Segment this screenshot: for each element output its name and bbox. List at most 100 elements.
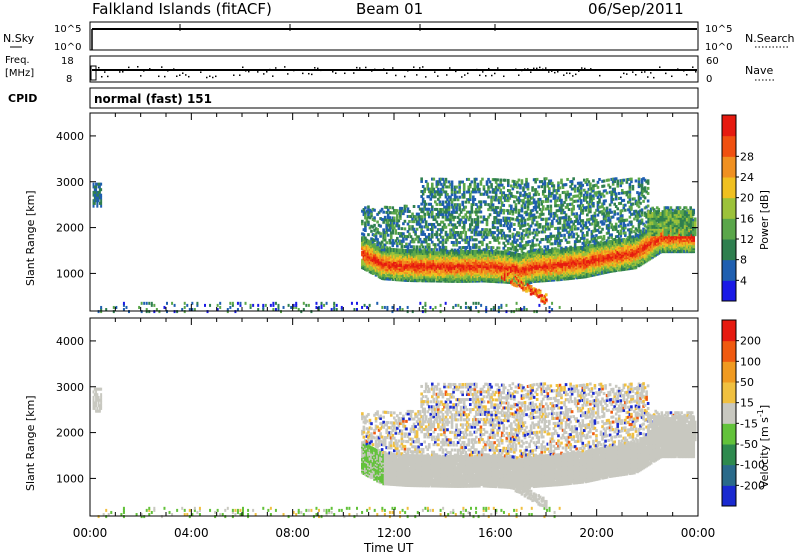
echo-cell	[435, 306, 437, 309]
nave-point	[566, 72, 568, 74]
echo-cell	[464, 231, 467, 234]
echo-cell	[413, 205, 416, 208]
echo-cell	[466, 236, 469, 239]
echo-cell	[113, 306, 115, 309]
echo-cell	[545, 293, 548, 296]
nave-point	[104, 71, 106, 73]
nave-point	[182, 72, 184, 74]
echo-cell	[540, 185, 543, 188]
echo-cell	[523, 306, 525, 309]
echo-cell	[563, 234, 566, 237]
echo-cell	[384, 306, 386, 309]
nave-point	[578, 70, 580, 72]
nave-point	[455, 71, 457, 73]
echo-cell	[502, 204, 505, 207]
echo-cell	[100, 202, 102, 205]
echo-cell	[539, 291, 542, 294]
echo-cell	[502, 232, 505, 235]
echo-cell	[527, 235, 530, 238]
echo-cell	[575, 212, 578, 215]
echo-cell	[521, 232, 524, 235]
echo-cell	[376, 302, 378, 305]
echo-cell	[483, 185, 486, 188]
echo-cell	[323, 304, 325, 307]
echo-cell	[315, 306, 317, 309]
nave-point	[461, 76, 463, 78]
echo-cell	[475, 243, 478, 246]
echo-cell	[426, 183, 429, 186]
echo-cell	[94, 202, 96, 205]
nave-point	[383, 68, 385, 70]
echo-cell	[504, 244, 507, 247]
echo-cell	[515, 196, 518, 199]
echo-cell	[196, 302, 198, 305]
echo-cell	[433, 178, 436, 181]
echo-cell	[589, 205, 592, 208]
echo-cell	[509, 235, 512, 238]
echo-cell	[166, 302, 168, 305]
nave-point	[572, 75, 574, 77]
echo-cell	[550, 200, 553, 203]
echo-cell	[100, 188, 102, 191]
echo-cell	[597, 214, 600, 217]
echo-cell	[229, 306, 231, 309]
nave-point	[215, 76, 217, 78]
echo-cell	[516, 191, 519, 194]
echo-cell	[530, 285, 533, 288]
nave-point	[284, 66, 286, 68]
echo-cell	[333, 302, 335, 305]
echo-cell	[507, 179, 510, 182]
echo-cell	[502, 186, 505, 189]
echo-cell	[571, 225, 574, 228]
echo-cell	[475, 178, 478, 181]
nave-point	[422, 66, 424, 68]
nave-point	[557, 71, 559, 73]
echo-cell	[522, 186, 525, 189]
nave-point	[497, 67, 499, 69]
echo-cell	[367, 221, 370, 224]
echo-cell	[513, 223, 516, 226]
echo-cell	[376, 228, 379, 231]
nave-point	[122, 71, 124, 73]
freq-right-tick-bottom: 0	[706, 74, 712, 85]
echo-cell	[458, 241, 461, 244]
nave-point	[293, 70, 295, 72]
nave-point	[503, 76, 505, 78]
echo-cell	[473, 302, 475, 305]
nave-point	[482, 71, 484, 73]
echo-cell	[516, 249, 519, 252]
freq-left-tick-bottom: 8	[66, 74, 72, 85]
nave-point	[239, 74, 241, 76]
nave-point	[386, 72, 388, 74]
echo-cell	[572, 177, 575, 180]
echo-cell	[510, 192, 513, 195]
echo-cell	[265, 304, 267, 307]
echo-cell	[581, 227, 584, 230]
echo-cell	[467, 306, 469, 309]
echo-cell	[385, 206, 388, 209]
echo-cell	[586, 213, 589, 216]
nave-point	[356, 67, 358, 69]
echo-cell	[498, 241, 501, 244]
echo-cell	[522, 237, 525, 240]
nave-point	[494, 73, 496, 75]
echo-cell	[171, 302, 173, 305]
echo-cell	[549, 306, 551, 309]
echo-cell	[487, 178, 490, 181]
nave-point	[536, 68, 538, 70]
echo-cell	[501, 201, 504, 204]
nave-point	[176, 76, 178, 78]
nave-point	[269, 69, 271, 71]
nave-point	[212, 77, 214, 79]
echo-cell	[589, 240, 592, 243]
echo-cell	[404, 227, 407, 230]
echo-cell	[272, 302, 274, 305]
echo-cell	[458, 196, 461, 199]
nave-point	[569, 73, 571, 75]
echo-cell	[499, 219, 502, 222]
echo-cell	[594, 212, 597, 215]
nave-point	[695, 71, 697, 73]
echo-cell	[219, 302, 221, 305]
nave-point	[359, 67, 361, 69]
echo-cell	[209, 304, 211, 307]
